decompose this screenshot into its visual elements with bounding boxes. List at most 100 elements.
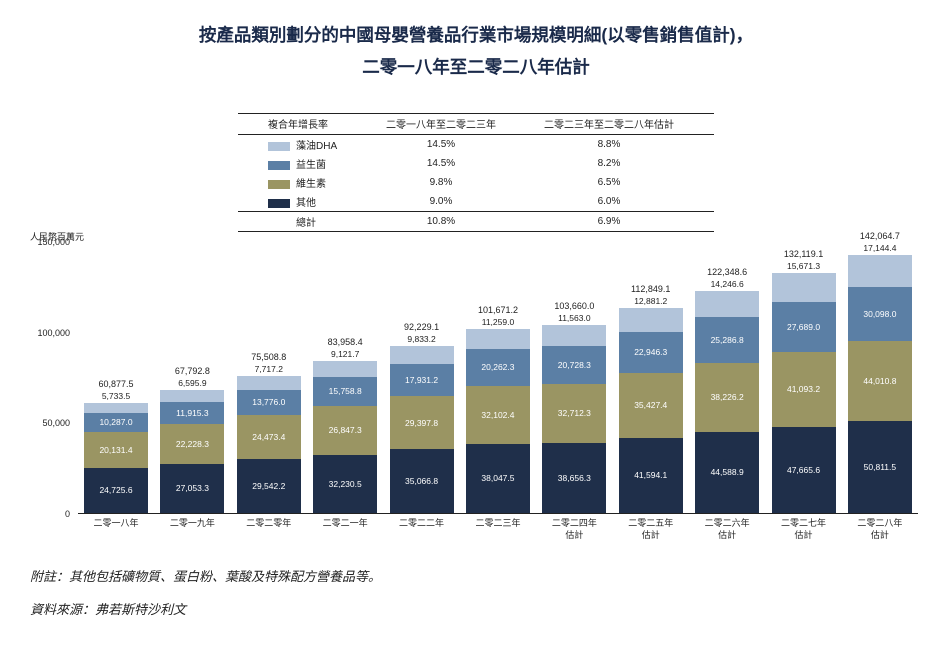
legend-header-period2: 二零二三年至二零二八年估計 (536, 114, 714, 134)
bar-segment-dha (848, 255, 912, 286)
y-tick: 100,000 (37, 328, 70, 338)
legend-row: 維生素9.8%6.5% (238, 173, 714, 192)
bar-total-value: 122,348.6 (689, 267, 766, 277)
bar-segment-other: 32,230.5 (313, 455, 377, 513)
legend-swatch (268, 199, 290, 208)
bar-total-value: 60,877.5 (78, 379, 155, 389)
legend-swatch (268, 180, 290, 189)
bar-dha-value: 6,595.9 (154, 378, 231, 388)
legend-swatch (268, 142, 290, 151)
legend-header-rate: 複合年增長率 (238, 114, 378, 134)
bar-segment-dha (542, 325, 606, 346)
legend-row: 益生菌14.5%8.2% (238, 154, 714, 173)
bar-total-value: 112,849.1 (612, 284, 689, 294)
bar-segment-vitamins: 22,228.3 (160, 424, 224, 464)
x-axis-label: 二零二一年 (313, 518, 377, 530)
bar-dha-value: 12,881.2 (612, 296, 689, 306)
legend-item: 益生菌 (238, 154, 378, 173)
legend-label: 其他 (296, 198, 316, 209)
legend-label: 維生素 (296, 179, 326, 190)
x-axis-label: 二零二五年估計 (619, 518, 683, 541)
bar-segment-other: 38,047.5 (466, 444, 530, 513)
chart-title: 按產品類別劃分的中國母嬰營養品行業市場規模明細(以零售銷售值計)， 二零一八年至… (30, 20, 922, 83)
bar-dha-value: 14,246.6 (689, 279, 766, 289)
x-axis-label: 二零二六年估計 (695, 518, 759, 541)
x-axis-label: 二零二三年 (466, 518, 530, 530)
bar-total-value: 132,119.1 (765, 249, 842, 259)
bar-segment-other: 38,656.3 (542, 443, 606, 513)
bar-segment-other: 44,588.9 (695, 432, 759, 513)
legend-p2: 8.8% (536, 135, 714, 154)
bar-segment-dha (619, 308, 683, 331)
legend-total-p1: 10.8% (378, 212, 536, 231)
bar-dha-value: 9,833.2 (383, 334, 460, 344)
legend-row: 藻油DHA 14.5%8.8% (238, 135, 714, 154)
legend-cagr-table: 複合年增長率 二零一八年至二零二三年 二零二三年至二零二八年估計 藻油DHA 14… (238, 113, 714, 232)
legend-p2: 8.2% (536, 154, 714, 173)
bar-segment-probiotics: 22,946.3 (619, 332, 683, 374)
x-axis-label: 二零一九年 (160, 518, 224, 530)
legend-p1: 14.5% (378, 135, 536, 154)
bar-segment-vitamins: 32,102.4 (466, 386, 530, 444)
bar-segment-vitamins: 26,847.3 (313, 406, 377, 455)
title-line-2: 二零一八年至二零二八年估計 (362, 57, 590, 77)
bar-segment-other: 35,066.8 (390, 449, 454, 513)
bar-total-value: 83,958.4 (307, 337, 384, 347)
bar-segment-probiotics: 11,915.3 (160, 402, 224, 424)
legend-p2: 6.5% (536, 173, 714, 192)
bar-segment-dha (237, 376, 301, 390)
bar-column: 13,776.024,473.429,542.27,717.275,508.8 (237, 242, 301, 513)
bar-column: 11,915.322,228.327,053.36,595.967,792.8 (160, 242, 224, 513)
bar-total-value: 142,064.7 (842, 231, 919, 241)
x-axis-label: 二零二二年 (390, 518, 454, 530)
bar-segment-dha (160, 390, 224, 402)
bar-column: 30,098.044,010.850,811.517,144.4142,064.… (848, 242, 912, 513)
bar-total-value: 92,229.1 (383, 322, 460, 332)
legend-item: 維生素 (238, 173, 378, 192)
bar-dha-value: 9,121.7 (307, 349, 384, 359)
legend-p2: 6.0% (536, 192, 714, 211)
y-tick: 0 (65, 509, 70, 519)
source: 資料來源：弗若斯特沙利文 (30, 599, 922, 618)
bar-segment-dha (466, 329, 530, 349)
bar-segment-other: 47,665.6 (772, 427, 836, 513)
title-line-1: 按產品類別劃分的中國母嬰營養品行業市場規模明細(以零售銷售值計)， (199, 25, 753, 45)
bar-segment-probiotics: 20,262.3 (466, 349, 530, 386)
y-axis: 050,000100,000150,000 (30, 242, 74, 514)
bar-segment-vitamins: 41,093.2 (772, 352, 836, 427)
bar-column: 20,728.332,712.338,656.311,563.0103,660.… (542, 242, 606, 513)
y-tick: 150,000 (37, 237, 70, 247)
bar-segment-dha (84, 403, 148, 413)
legend-total-label: 總計 (238, 212, 378, 231)
legend-label: 藻油DHA (296, 141, 337, 152)
y-tick: 50,000 (42, 418, 70, 428)
stacked-bar-chart: 人民幣百萬元 050,000100,000150,000 10,287.020,… (30, 242, 922, 542)
x-axis-label: 二零一八年 (84, 518, 148, 530)
bar-segment-other: 50,811.5 (848, 421, 912, 513)
plot-area: 10,287.020,131.424,725.65,733.560,877.51… (78, 242, 918, 514)
bar-segment-other: 24,725.6 (84, 468, 148, 513)
bar-column: 17,931.229,397.835,066.89,833.292,229.1 (390, 242, 454, 513)
bar-segment-probiotics: 13,776.0 (237, 390, 301, 415)
legend-item: 藻油DHA (238, 135, 378, 154)
footnote: 附註：其他包括礦物質、蛋白粉、葉酸及特殊配方營養品等。 (30, 566, 922, 585)
bar-segment-probiotics: 10,287.0 (84, 413, 148, 432)
bar-segment-dha (390, 346, 454, 364)
bar-segment-dha (695, 291, 759, 317)
bar-column: 10,287.020,131.424,725.65,733.560,877.5 (84, 242, 148, 513)
bar-column: 15,758.826,847.332,230.59,121.783,958.4 (313, 242, 377, 513)
bars-container: 10,287.020,131.424,725.65,733.560,877.51… (78, 242, 918, 513)
x-axis-label: 二零二四年估計 (542, 518, 606, 541)
bar-segment-probiotics: 27,689.0 (772, 302, 836, 352)
bar-dha-value: 5,733.5 (78, 391, 155, 401)
bar-segment-probiotics: 30,098.0 (848, 287, 912, 342)
legend-header-period1: 二零一八年至二零二三年 (378, 114, 536, 134)
bar-total-value: 75,508.8 (230, 352, 307, 362)
bar-segment-probiotics: 25,286.8 (695, 317, 759, 363)
bar-total-value: 67,792.8 (154, 366, 231, 376)
legend-p1: 14.5% (378, 154, 536, 173)
bar-total-value: 101,671.2 (460, 305, 537, 315)
bar-segment-probiotics: 15,758.8 (313, 377, 377, 406)
legend-p1: 9.0% (378, 192, 536, 211)
bar-column: 25,286.838,226.244,588.914,246.6122,348.… (695, 242, 759, 513)
